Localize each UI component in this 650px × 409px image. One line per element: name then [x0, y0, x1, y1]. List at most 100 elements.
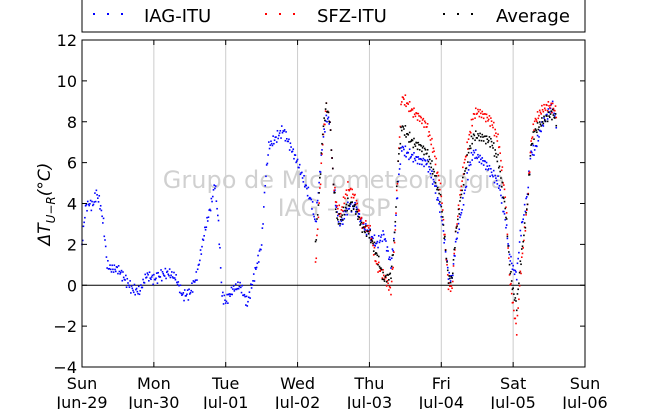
- data-point: [536, 120, 538, 123]
- data-point: [518, 298, 520, 301]
- data-point: [472, 149, 475, 152]
- data-point: [503, 213, 506, 215]
- data-point: [539, 123, 542, 125]
- data-point: [347, 189, 350, 191]
- data-point: [326, 120, 328, 123]
- data-point: [431, 151, 434, 153]
- data-point: [170, 274, 172, 277]
- data-point: [296, 158, 299, 161]
- data-point: [510, 282, 512, 285]
- legend-label-sfz-itu: SFZ-ITU: [317, 6, 387, 27]
- x-tick-label-date: Jul-02: [274, 393, 320, 409]
- data-point: [400, 126, 402, 129]
- data-point: [502, 196, 504, 199]
- data-point: [524, 210, 527, 213]
- data-point: [160, 279, 163, 282]
- data-point: [427, 135, 430, 138]
- data-point: [353, 194, 356, 197]
- y-axis-label: ΔTU−R(°C): [35, 163, 58, 248]
- data-point: [365, 233, 368, 236]
- data-point: [464, 158, 466, 161]
- data-point: [538, 114, 540, 117]
- data-point: [527, 192, 530, 195]
- data-point: [363, 230, 366, 233]
- data-point: [322, 136, 325, 138]
- data-point: [340, 209, 343, 211]
- data-point: [329, 121, 331, 124]
- data-point: [333, 189, 336, 192]
- data-point: [461, 180, 463, 182]
- data-point: [490, 171, 493, 174]
- data-point: [539, 111, 542, 114]
- data-point: [434, 163, 437, 166]
- data-point: [231, 293, 233, 296]
- data-point: [387, 250, 389, 252]
- data-point: [255, 268, 257, 270]
- data-point: [402, 126, 405, 128]
- data-point: [91, 204, 94, 207]
- data-point: [462, 176, 464, 179]
- data-point: [404, 145, 407, 148]
- data-point: [276, 129, 279, 132]
- data-point: [540, 125, 542, 127]
- data-point: [548, 105, 550, 107]
- data-point: [278, 132, 281, 134]
- y-axis-label-main: ΔT: [35, 222, 55, 248]
- data-point: [143, 282, 146, 284]
- data-point: [99, 208, 101, 210]
- data-point: [390, 280, 393, 283]
- data-point: [537, 117, 540, 120]
- data-point: [207, 216, 210, 219]
- data-point: [199, 249, 202, 251]
- data-point: [414, 159, 417, 162]
- data-point: [305, 184, 307, 187]
- axis-ticks: [81, 39, 586, 368]
- data-point: [520, 234, 522, 237]
- data-point: [524, 226, 527, 229]
- data-point: [382, 230, 384, 232]
- data-point: [480, 136, 482, 138]
- data-point: [146, 272, 149, 274]
- data-point: [433, 181, 435, 183]
- data-point: [416, 162, 419, 165]
- data-point: [390, 293, 392, 296]
- data-point: [503, 184, 505, 186]
- data-point: [500, 169, 503, 172]
- data-point: [107, 259, 109, 262]
- data-point: [541, 117, 543, 119]
- data-point: [486, 116, 489, 119]
- data-point: [255, 266, 258, 269]
- data-point: [400, 129, 403, 132]
- data-point: [450, 275, 453, 277]
- data-point: [550, 103, 553, 106]
- data-point: [152, 283, 154, 286]
- data-point: [548, 111, 551, 114]
- data-point: [103, 235, 106, 238]
- data-point: [423, 120, 426, 123]
- data-point: [361, 231, 364, 233]
- data-point: [455, 227, 458, 229]
- data-point: [453, 252, 456, 255]
- data-point: [550, 110, 553, 112]
- data-point: [481, 110, 484, 113]
- data-point: [500, 194, 502, 197]
- data-point: [467, 178, 469, 181]
- data-point: [320, 154, 323, 156]
- data-point: [400, 103, 402, 106]
- data-point: [334, 204, 337, 207]
- data-point: [498, 184, 501, 187]
- data-point: [302, 181, 305, 183]
- data-point: [204, 226, 206, 229]
- data-point: [379, 239, 382, 242]
- data-point: [144, 273, 147, 276]
- data-point: [456, 225, 458, 227]
- data-point: [474, 139, 476, 142]
- data-point: [446, 263, 448, 266]
- data-point: [492, 121, 495, 124]
- data-point: [423, 147, 426, 150]
- data-point: [320, 162, 323, 165]
- data-point: [393, 241, 396, 244]
- data-point: [373, 246, 376, 249]
- data-point: [192, 280, 195, 282]
- data-point: [487, 139, 490, 142]
